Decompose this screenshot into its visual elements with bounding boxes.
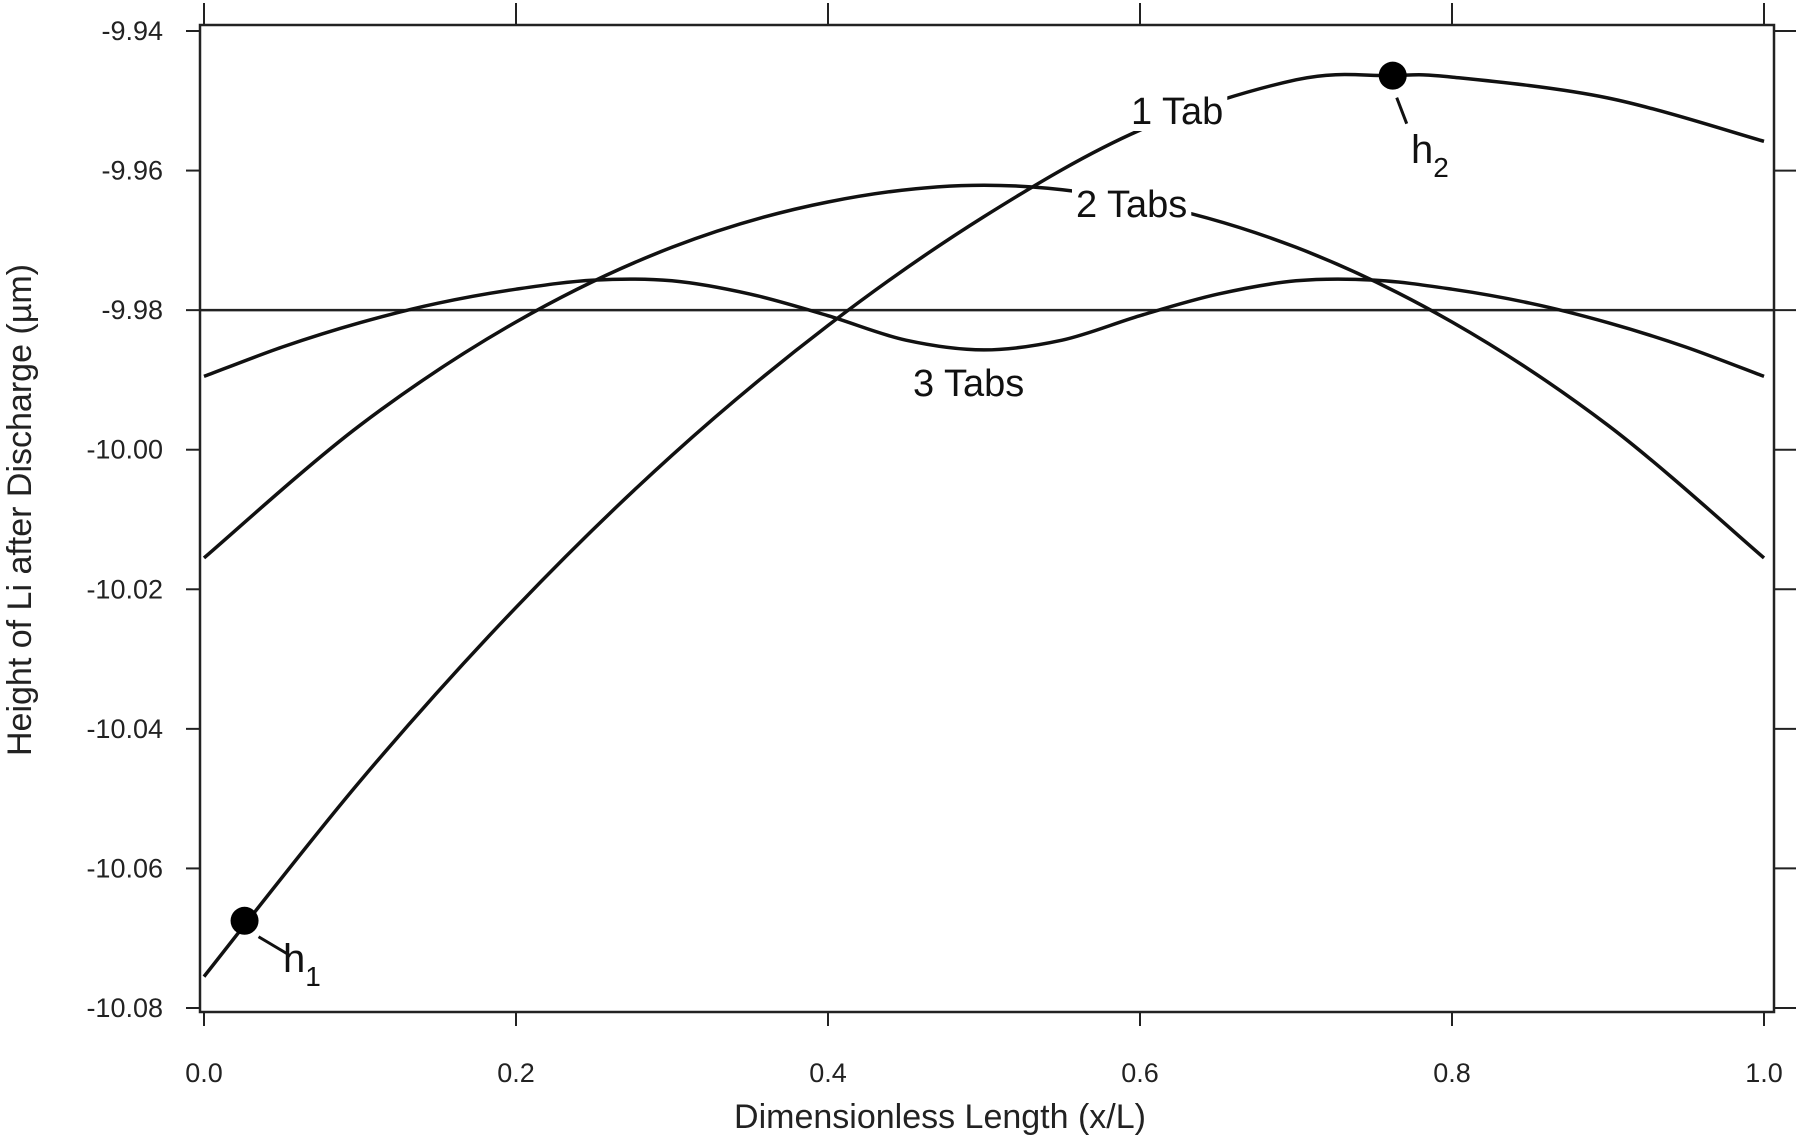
point-marker-h2	[1378, 61, 1407, 90]
point-label-h2-base: h	[1411, 128, 1433, 172]
series-line-1-tab	[202, 72, 1765, 978]
x-tick-label: 0.0	[185, 1058, 223, 1088]
y-axis-title: Height of Li after Discharge (µm)	[1, 264, 39, 756]
point-leader-line	[1395, 97, 1409, 125]
point-label-h1-base: h	[283, 937, 305, 981]
point-label-h1: h1	[283, 937, 321, 992]
series-line-3-tabs	[203, 277, 1765, 379]
y-tick-label: -9.96	[101, 156, 163, 186]
plot-border	[198, 23, 1776, 1014]
x-tick-label: 1.0	[1745, 1058, 1783, 1088]
y-axis-ticks: -9.94 -9.96 -9.98 -10.00 -10.02 -10.04 -10.06 -…	[86, 16, 1796, 1023]
point-label-h1-subscript: 1	[305, 961, 321, 992]
y-tick-label: -9.94	[101, 16, 163, 46]
x-tick-label: 0.4	[809, 1058, 847, 1088]
y-tick-label: -10.00	[86, 435, 163, 465]
annotation-points	[230, 61, 1409, 958]
series-layer	[202, 72, 1766, 978]
point-label-h2: h2	[1411, 128, 1449, 183]
series-label-2-tabs: 2 Tabs	[1076, 184, 1187, 226]
point-marker-h1	[230, 906, 259, 935]
point-leader-line	[257, 935, 292, 958]
x-axis-title: Dimensionless Length (x/L)	[734, 1098, 1146, 1136]
series-label-1-tab: 1 Tab	[1131, 91, 1223, 133]
series-label-background	[1127, 93, 1228, 131]
y-tick-label: -10.02	[86, 574, 163, 604]
y-tick-label: -10.04	[86, 714, 163, 744]
x-tick-label: 0.6	[1121, 1058, 1159, 1088]
y-tick-label: -10.08	[86, 993, 163, 1023]
point-label-h2-subscript: 2	[1433, 152, 1449, 183]
series-line-2-tabs	[202, 183, 1766, 560]
y-tick-label: -10.06	[86, 853, 163, 883]
series-label-background	[1072, 186, 1192, 224]
x-axis-ticks: 0.0 0.2 0.4 0.6 0.8 1.0	[185, 3, 1783, 1088]
plot-frame	[198, 23, 1776, 1014]
series-label-3-tabs: 3 Tabs	[913, 363, 1024, 405]
x-tick-label: 0.8	[1433, 1058, 1471, 1088]
x-tick-label: 0.2	[497, 1058, 535, 1088]
y-tick-label: -9.98	[101, 295, 163, 325]
